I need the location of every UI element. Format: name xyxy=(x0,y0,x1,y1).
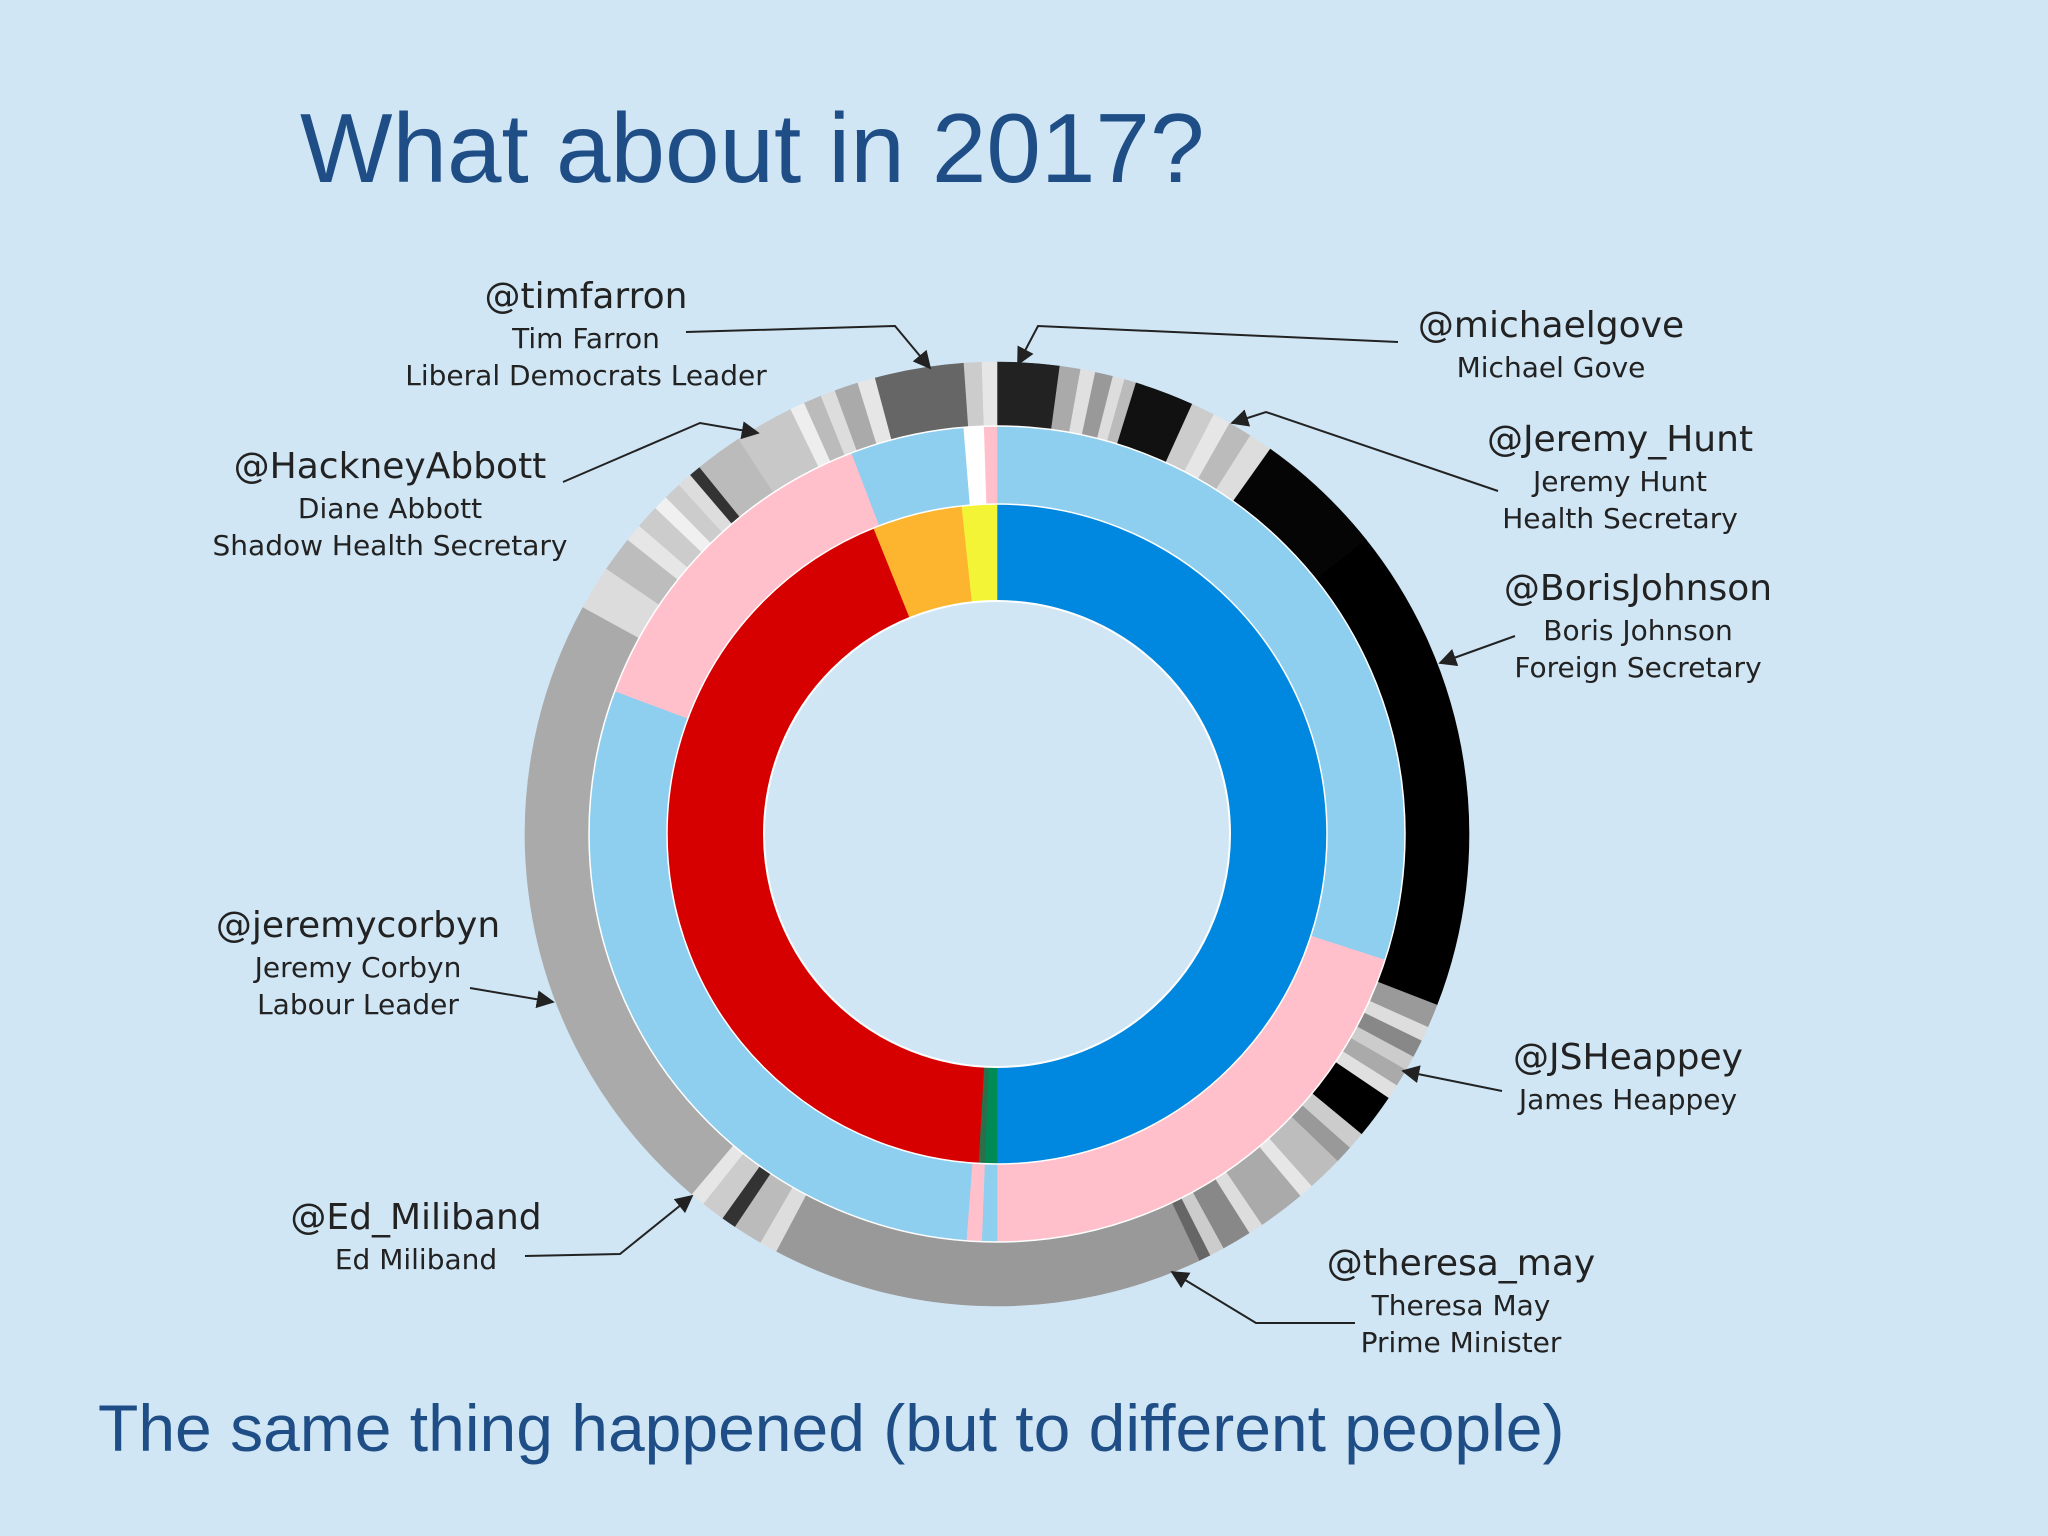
annotation-handle: @JSHeappey xyxy=(1513,1037,1743,1078)
slide-title: What about in 2017? xyxy=(300,93,1205,203)
annotation-handle: @BorisJohnson xyxy=(1504,568,1772,609)
annotation-1: @michaelgove Michael Gove xyxy=(1017,305,1684,384)
annotation-subtitle: Theresa May xyxy=(1371,1289,1551,1322)
donut-rings xyxy=(524,361,1470,1307)
annotation-subtitle: Foreign Secretary xyxy=(1514,651,1761,684)
annotation-arrow xyxy=(1401,1065,1503,1092)
annotation-handle: @Jeremy_Hunt xyxy=(1487,419,1753,460)
annotation-handle: @jeremycorbyn xyxy=(216,905,500,946)
annotation-subtitle: Diane Abbott xyxy=(298,492,482,525)
annotation-subtitle: Labour Leader xyxy=(257,988,459,1021)
annotation-7: @Ed_Miliband Ed Miliband xyxy=(290,1194,694,1276)
annotation-subtitle: Ed Miliband xyxy=(335,1243,497,1276)
annotation-4: @BorisJohnson Boris Johnson Foreign Secret… xyxy=(1438,568,1772,684)
ring-separator xyxy=(666,503,1328,1165)
annotation-handle: @Ed_Miliband xyxy=(290,1197,541,1238)
annotation-arrow xyxy=(562,421,760,483)
annotation-subtitle: Boris Johnson xyxy=(1543,614,1732,647)
annotation-arrow xyxy=(1017,324,1399,366)
annotation-subtitle: Liberal Democrats Leader xyxy=(405,359,767,392)
chart-annotations: @timfarron Tim Farron Liberal Democrats Le… xyxy=(213,276,1773,1359)
ring-inner xyxy=(666,503,1328,1165)
slide-caption: The same thing happened (but to differen… xyxy=(98,1391,1565,1465)
annotation-0: @timfarron Tim Farron Liberal Democrats Le… xyxy=(405,276,932,392)
annotation-8: @theresa_may Theresa May Prime Minister xyxy=(1170,1243,1596,1359)
annotation-3: @Jeremy_Hunt Jeremy Hunt Health Secretary xyxy=(1230,409,1753,535)
ring-separator xyxy=(763,600,1231,1068)
ring-separator xyxy=(588,425,1406,1243)
annotation-subtitle: Michael Gove xyxy=(1457,351,1646,384)
annotation-5: @jeremycorbyn Jeremy Corbyn Labour Leader xyxy=(216,905,555,1021)
annotation-subtitle: Prime Minister xyxy=(1361,1326,1562,1359)
pie-slice-outer-53 xyxy=(981,361,998,427)
annotation-subtitle: Jeremy Hunt xyxy=(1531,465,1707,498)
annotation-2: @HackneyAbbott Diane Abbott Shadow Health … xyxy=(213,421,760,562)
annotation-subtitle: Health Secretary xyxy=(1502,502,1738,535)
annotation-subtitle: Tim Farron xyxy=(511,322,660,355)
annotation-arrow xyxy=(1230,409,1499,492)
ring-middle xyxy=(588,425,1406,1243)
annotation-6: @JSHeappey James Heappey xyxy=(1401,1037,1743,1116)
annotation-arrow xyxy=(685,324,932,370)
annotation-subtitle: Shadow Health Secretary xyxy=(213,529,568,562)
annotation-arrow xyxy=(469,987,555,1009)
pie-slice-outer-0 xyxy=(996,361,1061,430)
ring-outer xyxy=(524,361,1470,1307)
annotation-arrow xyxy=(1170,1271,1355,1324)
annotation-handle: @theresa_may xyxy=(1327,1243,1596,1284)
annotation-handle: @HackneyAbbott xyxy=(234,446,547,487)
annotation-handle: @timfarron xyxy=(485,276,688,317)
annotation-arrow xyxy=(1438,635,1516,666)
annotation-arrow xyxy=(524,1194,694,1257)
annotation-handle: @michaelgove xyxy=(1418,305,1684,346)
annotation-subtitle: Jeremy Corbyn xyxy=(253,951,462,984)
annotation-subtitle: James Heappey xyxy=(1517,1083,1737,1116)
pie-slice-middle-8 xyxy=(983,425,998,505)
